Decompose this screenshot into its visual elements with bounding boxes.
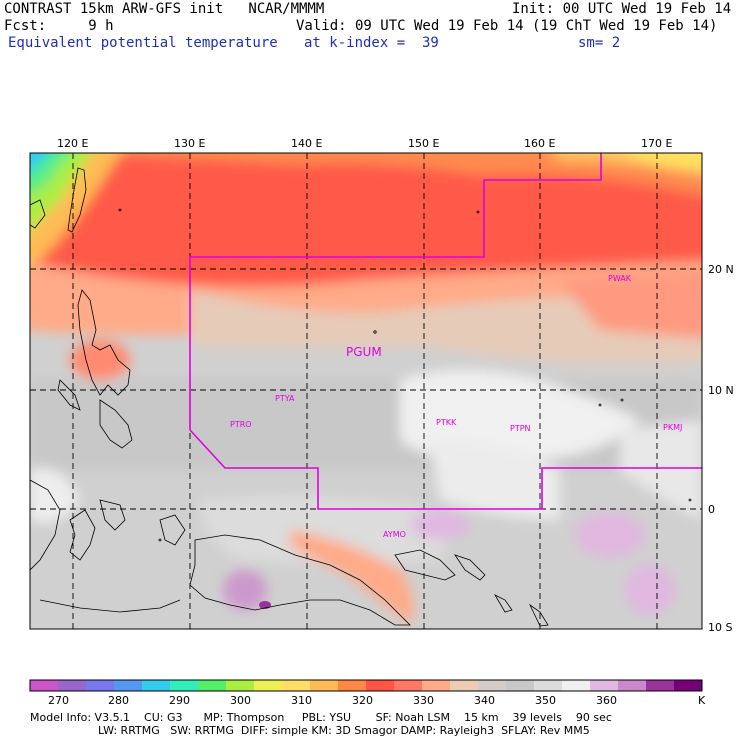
level-index: at k-index = 39: [304, 35, 439, 51]
forecast-hour: Fcst: 9 h: [4, 18, 114, 34]
station-aymo: AYMO: [383, 530, 406, 539]
colorbar-swatch: [310, 680, 339, 691]
colorbar-swatch: [338, 680, 367, 691]
field-name: Equivalent potential temperature: [8, 35, 278, 51]
colorbar-label-350: 350: [535, 694, 556, 707]
colorbar-label-330: 330: [413, 694, 434, 707]
lat-label-10s: 10 S: [708, 621, 733, 634]
colorbar-label-310: 310: [291, 694, 312, 707]
lon-label-150e: 150 E: [408, 137, 440, 150]
station-ptpn: PTPN: [510, 424, 531, 433]
colorbar-swatch: [170, 680, 199, 691]
colorbar-swatch: [30, 680, 59, 691]
init-time: Init: 00 UTC Wed 19 Feb 14: [512, 1, 732, 17]
lon-label-140e: 140 E: [291, 137, 323, 150]
colorbar-label-280: 280: [108, 694, 129, 707]
colorbar-swatch: [422, 680, 451, 691]
colorbar-unit: K: [698, 694, 706, 707]
lon-label-170e: 170 E: [641, 137, 673, 150]
station-ptro: PTRO: [230, 420, 252, 429]
smoothing: sm= 2: [578, 35, 621, 51]
lon-label-160e: 160 E: [524, 137, 556, 150]
colorbar-swatch: [450, 680, 479, 691]
colorbar-label-270: 270: [48, 694, 69, 707]
colorbar-swatch: [142, 680, 171, 691]
colorbar-label-360: 360: [596, 694, 617, 707]
station-ptkk: PTKK: [436, 418, 457, 427]
colorbar-label-290: 290: [169, 694, 190, 707]
colorbar-swatch: [114, 680, 143, 691]
valid-time: Valid: 09 UTC Wed 19 Feb 14 (19 ChT Wed …: [296, 18, 718, 34]
colorbar-label-320: 320: [352, 694, 373, 707]
region-boundary: [189, 153, 702, 510]
colorbar-swatch: [282, 680, 311, 691]
model-info-line2: LW: RRTMG SW: RRTMG DIFF: simple KM: 3D …: [98, 724, 590, 737]
colorbar-swatch: [198, 680, 227, 691]
colorbar-frame: [29, 679, 703, 692]
theta-e-shading: [30, 153, 702, 629]
colorbar-swatch: [506, 680, 535, 691]
lat-label-20n: 20 N: [708, 263, 734, 276]
lat-label-0: 0: [708, 503, 715, 516]
colorbar-label-340: 340: [474, 694, 495, 707]
colorbar-swatch: [394, 680, 423, 691]
lat-label-10n: 10 N: [708, 384, 734, 397]
colorbar-swatch: [674, 680, 703, 691]
station-pgum: PGUM: [346, 345, 382, 359]
model-info-line1: Model Info: V3.5.1 CU: G3 MP: Thompson P…: [30, 711, 612, 724]
colorbar: [29, 679, 703, 692]
colorbar-label-300: 300: [230, 694, 251, 707]
colorbar-swatch: [254, 680, 283, 691]
colorbar-swatch: [590, 680, 619, 691]
colorbar-swatch: [646, 680, 675, 691]
colorbar-swatch: [562, 680, 591, 691]
colorbar-swatch: [366, 680, 395, 691]
station-ptya: PTYA: [275, 394, 295, 403]
station-pwak: PWAK: [608, 274, 632, 283]
header-title: CONTRAST 15km ARW-GFS init NCAR/MMMM: [4, 1, 325, 17]
colorbar-swatch: [534, 680, 563, 691]
colorbar-swatch: [226, 680, 255, 691]
lon-label-120e: 120 E: [57, 137, 89, 150]
colorbar-swatch: [86, 680, 115, 691]
colorbar-swatch: [478, 680, 507, 691]
lon-label-130e: 130 E: [174, 137, 206, 150]
station-pkmj: PKMJ: [663, 423, 682, 432]
colorbar-swatch: [58, 680, 87, 691]
colorbar-swatch: [618, 680, 647, 691]
